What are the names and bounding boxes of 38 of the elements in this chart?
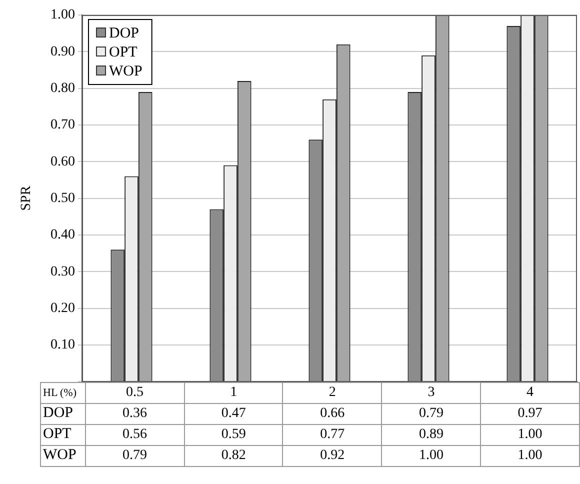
data-label: 0.79 — [382, 403, 481, 424]
y-tick-label: 0.30 — [50, 264, 75, 280]
data-label: 0.66 — [282, 403, 382, 424]
data-label: 0.97 — [480, 403, 580, 424]
data-label: 0.36 — [85, 403, 184, 424]
data-label: 1.00 — [480, 445, 580, 466]
x-tick-label: 3 — [382, 382, 481, 404]
y-tick-label: 0.20 — [50, 300, 75, 316]
y-tick-label: 0.50 — [50, 190, 75, 206]
data-label: 0.79 — [85, 445, 184, 466]
legend-label: DOP — [109, 25, 140, 42]
data-label: 0.89 — [382, 424, 481, 446]
data-label: 1.00 — [382, 445, 481, 466]
y-tick-label: 1.00 — [50, 8, 75, 23]
y-tick-label: 0.40 — [50, 228, 75, 243]
y-tick-label: 0.60 — [50, 154, 75, 170]
x-tick-label: 1 — [184, 382, 283, 404]
y-tick-label: 0.80 — [50, 80, 75, 96]
text: DOP — [43, 405, 74, 422]
data-label: 0.59 — [184, 424, 283, 446]
text: OPT — [43, 426, 72, 442]
data-label: 1.00 — [480, 424, 580, 446]
data-label: 0.82 — [184, 445, 283, 466]
text: WOP — [43, 447, 76, 464]
x-tick-label: 2 — [282, 382, 382, 404]
data-label: 0.56 — [85, 424, 184, 446]
y-tick-label: 0.10 — [50, 338, 75, 353]
x-tick-label: 0.5 — [85, 382, 184, 404]
data-label: 0.47 — [184, 403, 283, 424]
y-tick-label: 0.90 — [50, 44, 75, 60]
y-axis-title: SPR — [19, 185, 34, 211]
data-label: 0.77 — [282, 424, 382, 446]
data-label: 0.92 — [282, 445, 382, 466]
x-tick-label: 4 — [480, 382, 580, 404]
y-tick-label: 0.70 — [50, 118, 75, 133]
legend-label: OPT — [109, 44, 138, 60]
legend-label: WOP — [109, 63, 142, 80]
x-axis-title: HL (%) — [40, 382, 86, 404]
